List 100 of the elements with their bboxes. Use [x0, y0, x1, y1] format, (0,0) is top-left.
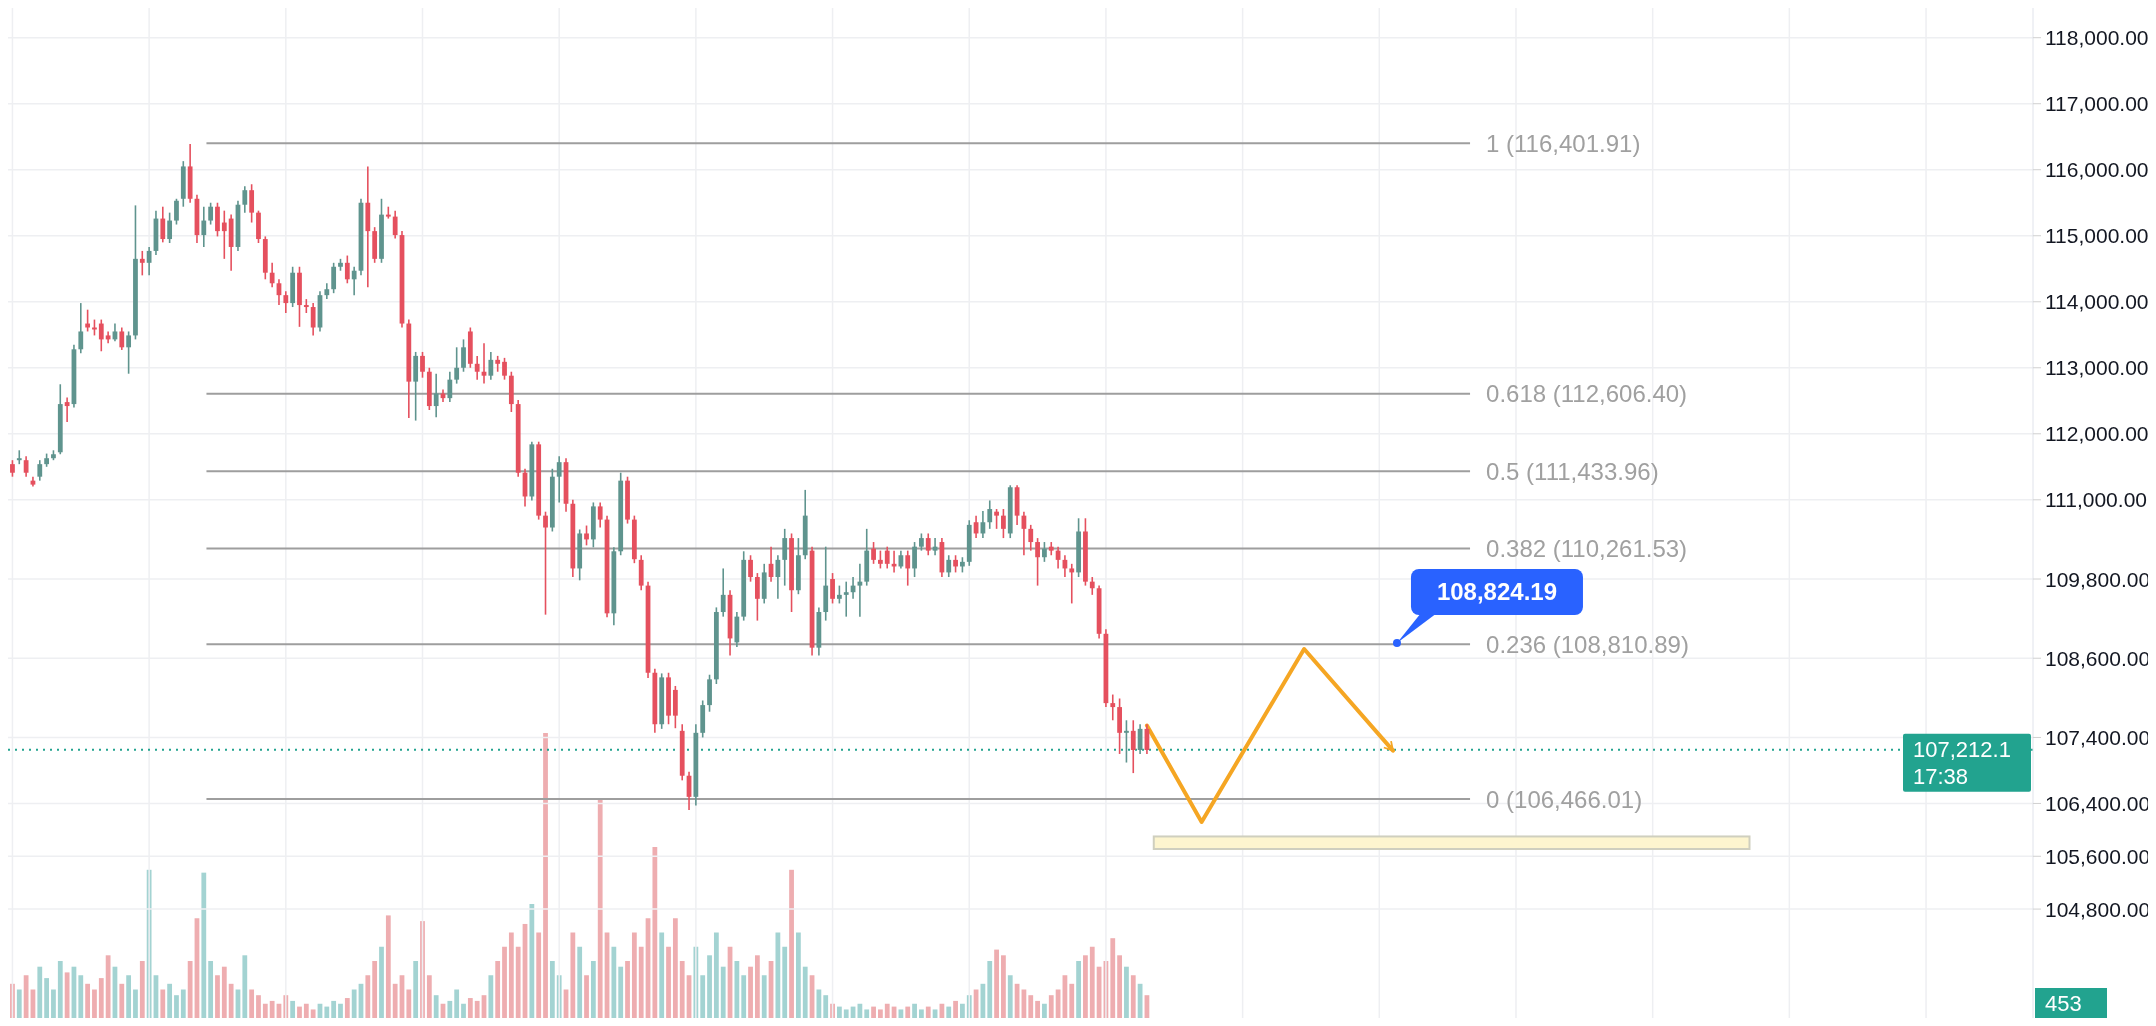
bar [208, 961, 214, 1018]
bar [925, 1006, 931, 1018]
bar [256, 995, 261, 1018]
bar [679, 961, 685, 1018]
bar [16, 989, 22, 1018]
ref-line-label: 0.236 (108,810.89) [1486, 630, 1689, 658]
bar [666, 946, 671, 1018]
bar [426, 975, 432, 1018]
candlestick [556, 455, 562, 504]
candlestick [1028, 524, 1034, 552]
bar [324, 1006, 330, 1018]
y-tick-label: 116,000.00 [2045, 158, 2149, 182]
bar [406, 989, 412, 1018]
candlestick [16, 449, 22, 465]
bar [379, 946, 384, 1018]
candlestick [502, 357, 507, 381]
candlestick [1110, 693, 1116, 722]
bar [98, 978, 104, 1018]
candlestick [310, 302, 316, 337]
candlestick [78, 302, 84, 355]
candlestick [754, 572, 760, 622]
bar [536, 932, 542, 1018]
candlestick [98, 318, 104, 353]
bar [1048, 995, 1054, 1018]
bar [782, 946, 788, 1018]
bar [761, 975, 767, 1018]
y-tick-label: 112,000.00 [2045, 422, 2149, 446]
bar [905, 1006, 911, 1018]
bar [474, 1000, 480, 1018]
candlestick [454, 346, 460, 385]
bar [467, 998, 473, 1018]
bar [174, 995, 179, 1018]
bar [611, 946, 617, 1018]
candlestick [351, 265, 357, 296]
y-tick-label: 115,000.00 [2045, 224, 2149, 248]
bar [987, 961, 993, 1018]
bar [303, 1003, 309, 1018]
bar [433, 995, 439, 1018]
annotation: 108,824.19 [1436, 578, 1558, 606]
bar [659, 932, 665, 1018]
bar [754, 955, 760, 1018]
candlestick [987, 499, 993, 530]
bar [488, 975, 494, 1018]
bar [1124, 966, 1129, 1018]
bar [495, 961, 501, 1018]
bar [105, 955, 111, 1018]
candlestick [474, 355, 480, 381]
candlestick [830, 572, 835, 605]
candlestick [283, 290, 289, 314]
bar [290, 1000, 296, 1018]
bar [228, 983, 234, 1018]
bar [365, 975, 371, 1018]
bar [789, 869, 794, 1018]
y-tick-label: 113,000.00 [2045, 356, 2149, 380]
bar [912, 1003, 917, 1018]
bar [351, 989, 357, 1018]
text: 453 [2045, 990, 2082, 1016]
bar [837, 1006, 842, 1018]
bar [344, 998, 350, 1018]
bar [51, 989, 56, 1018]
bar [385, 915, 391, 1018]
candlestick [139, 250, 145, 277]
bar [864, 1009, 870, 1018]
candlestick [344, 254, 350, 285]
bar [64, 972, 70, 1018]
bar [884, 1003, 890, 1018]
bar [707, 955, 712, 1018]
candlestick [946, 554, 952, 578]
bar [543, 733, 548, 1018]
bar [221, 966, 227, 1018]
candlestick [433, 372, 439, 419]
bar [57, 961, 63, 1018]
bar [392, 983, 398, 1018]
candlestick [912, 541, 917, 578]
candlestick [174, 197, 179, 226]
bar [652, 847, 658, 1018]
y-tick-label: 111,000.00 [2045, 488, 2147, 512]
bar [672, 918, 678, 1018]
bar [919, 1009, 924, 1018]
bar [1042, 1003, 1047, 1018]
candlestick [221, 209, 227, 260]
bar [994, 949, 999, 1018]
candlestick [119, 326, 125, 351]
bar [44, 978, 50, 1018]
candlestick [85, 308, 91, 333]
ref-line-label: 0.618 (112,606.40) [1486, 380, 1688, 408]
ref-line-label: 107,212.1 [1913, 737, 2011, 763]
bar [167, 983, 173, 1018]
bar [1076, 961, 1081, 1018]
candlestick [1069, 563, 1075, 605]
annotation: 17:38 [1913, 764, 1969, 790]
bar [249, 989, 255, 1018]
candlestick [249, 183, 255, 224]
bar [133, 989, 138, 1018]
candlestick [748, 554, 753, 583]
candlestick [488, 351, 494, 381]
candlestick [1001, 508, 1006, 539]
bar [1083, 955, 1088, 1018]
candlestick [543, 510, 548, 616]
candlestick [64, 396, 70, 423]
